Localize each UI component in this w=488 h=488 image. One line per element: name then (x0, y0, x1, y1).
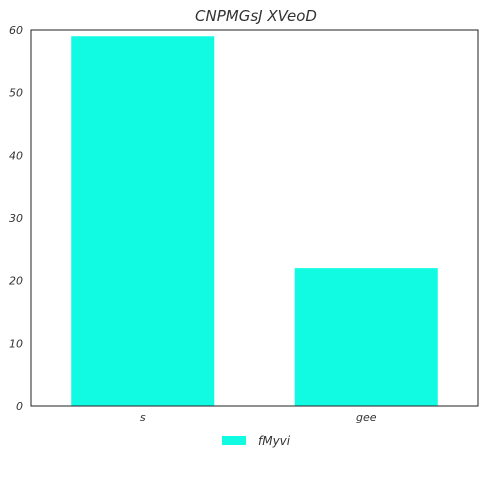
x-tick-label: s (140, 411, 146, 424)
y-tick-label: 30 (9, 212, 23, 225)
y-tick-label: 10 (9, 337, 23, 350)
bar-gee (294, 268, 438, 406)
y-tick-label: 60 (9, 24, 23, 37)
legend-label: fMyvi (258, 434, 291, 448)
y-tick-label: 0 (16, 400, 23, 413)
plot-frame (30, 29, 479, 407)
x-axis: s gee (140, 411, 377, 424)
bars-group (71, 36, 438, 407)
legend: fMyvi (222, 434, 291, 448)
legend-swatch (222, 436, 246, 445)
y-tick-label: 50 (9, 87, 23, 100)
y-tick-label: 40 (9, 149, 23, 162)
x-tick-label: gee (356, 411, 377, 424)
chart-title: CNPMGsJ XVeoD (195, 7, 317, 25)
bar-s (71, 36, 215, 407)
y-tick-label: 20 (9, 275, 23, 288)
y-axis: 0 10 20 30 40 50 60 (9, 24, 23, 413)
